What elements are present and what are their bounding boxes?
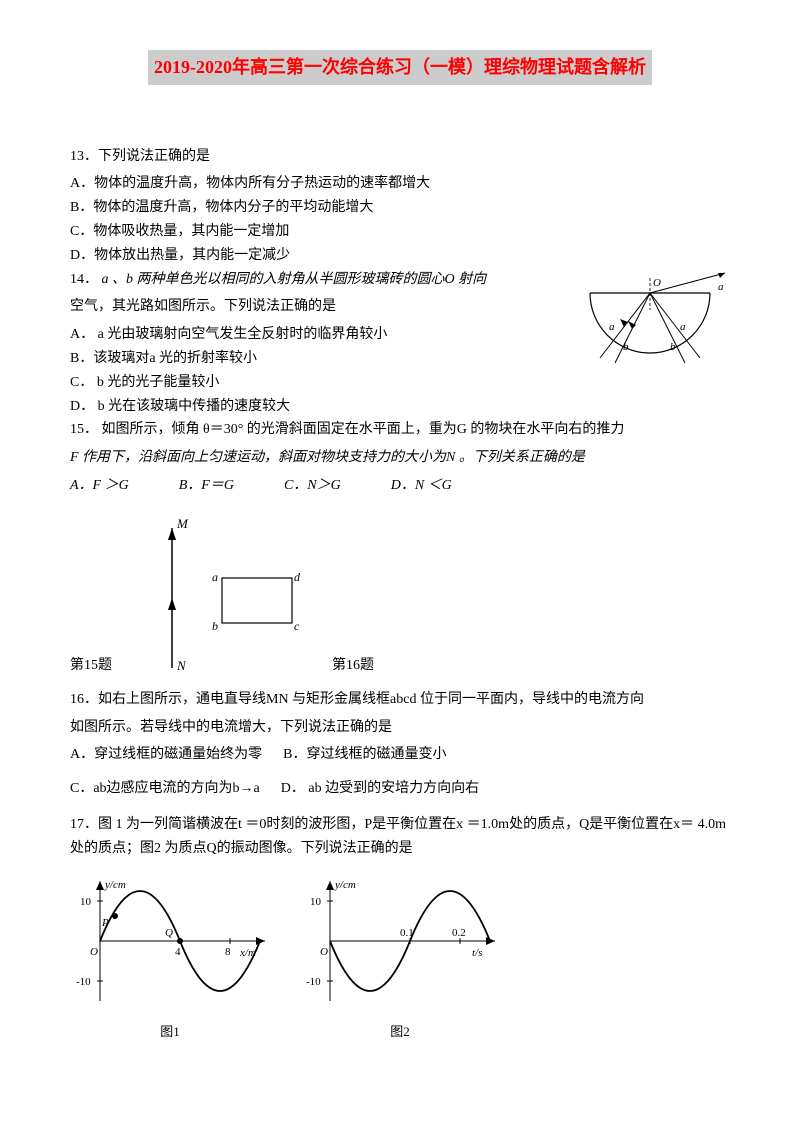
label-Q: Q <box>165 927 173 939</box>
q15-stem1-text: 如图所示，倾角 θ＝30° 的光滑斜面固定在水平面上，重为G 的物块在水平向右的… <box>98 422 624 437</box>
q15-option-b: B．F＝G <box>179 474 234 498</box>
q14-stem-1: 14． a 、b 两种单色光以相同的入射角从半圆形玻璃砖的圆心O 射向 <box>70 268 560 292</box>
label-N: N <box>176 658 187 673</box>
q14-stem-2: 空气，其光路如图所示。下列说法正确的是 <box>70 295 560 319</box>
xlabel1: x/m <box>239 947 256 959</box>
label-O: O <box>653 277 661 289</box>
q16-option-c: C．ab边感应电流的方向为b→a <box>70 781 260 796</box>
xtick02: 0.2 <box>452 927 466 939</box>
q15-option-a: A．F ＞G <box>70 474 129 498</box>
q15-option-d: D．N ＜G <box>391 474 452 498</box>
q16-option-b: B．穿过线框的磁通量变小 <box>283 747 446 762</box>
O1: O <box>90 946 98 958</box>
q13-option-a: A．物体的温度升高，物体内所有分子热运动的速率都增大 <box>70 172 730 196</box>
q14-option-a: A． a 光由玻璃射向空气发生全反射时的临界角较小 <box>70 323 560 347</box>
q15-option-c: C．N＞G <box>284 474 341 498</box>
q16-options-row2: C．ab边感应电流的方向为b→a D． ab 边受到的安培力方向向右 <box>70 777 730 801</box>
label-a-refl: a <box>680 321 686 333</box>
q15-16-diagrams: 第15题 M N a b c d 第16题 <box>70 508 730 678</box>
q16-stem-2: 如图所示。若导线中的电流增大，下列说法正确的是 <box>70 716 730 740</box>
ylabel2: y/cm <box>334 879 356 891</box>
xtick8: 8 <box>225 946 231 958</box>
ytick-10: 10 <box>80 896 92 908</box>
q16-option-d: D． ab 边受到的安培力方向向右 <box>281 781 479 796</box>
q15-stem2-text: F 作用下，沿斜面向上匀速运动，斜面对物块支持力的大小为N 。下列关系正确的是 <box>70 450 585 465</box>
q14-option-b: B．该玻璃对a 光的折射率较小 <box>70 347 560 371</box>
q17-fig1: 10 -10 y/cm x/m O 4 8 P Q 图1 <box>70 871 270 1044</box>
q14-diagram: O a b a a b <box>570 268 730 368</box>
O2: O <box>320 946 328 958</box>
q15-num: 15． <box>70 422 98 437</box>
label-q15: 第15题 <box>70 654 112 678</box>
q13-option-d: D．物体放出热量，其内能一定减少 <box>70 244 730 268</box>
ytick-10b: 10 <box>310 896 322 908</box>
q17-chart2: 10 -10 y/cm t/s O 0.1 0.2 <box>300 871 500 1011</box>
ylabel1: y/cm <box>104 879 126 891</box>
xlabel2: t/s <box>472 947 482 959</box>
q13-stem: 13．下列说法正确的是 <box>70 145 730 169</box>
page-title: 2019-2020年高三第一次综合练习（一模）理综物理试题含解析 <box>148 50 652 85</box>
xtick4: 4 <box>175 946 181 958</box>
label-a-out: a <box>718 281 724 293</box>
fig1-label: 图1 <box>70 1021 270 1043</box>
label-d: d <box>294 570 301 584</box>
q17-stem-text: 图 1 为一列简谐横波在t ＝0时刻的波形图，P是平衡位置在x ＝1.0m处的质… <box>70 817 726 856</box>
q17-chart1: 10 -10 y/cm x/m O 4 8 P Q <box>70 871 270 1011</box>
label-P: P <box>101 917 109 929</box>
q14-option-d: D． b 光在该玻璃中传播的速度较大 <box>70 395 560 419</box>
q15-options: A．F ＞G B．F＝G C．N＞G D．N ＜G <box>70 474 730 498</box>
q16-diagram: M N a b c d <box>122 508 322 678</box>
ytick--10b: -10 <box>306 976 321 988</box>
q13-option-c: C．物体吸收热量，其内能一定增加 <box>70 220 730 244</box>
q14-block: 14． a 、b 两种单色光以相同的入射角从半圆形玻璃砖的圆心O 射向 空气，其… <box>70 268 730 419</box>
q16-stem-1: 16．如右上图所示，通电直导线MN 与矩形金属线框abcd 位于同一平面内，导线… <box>70 688 730 712</box>
title-container: 2019-2020年高三第一次综合练习（一模）理综物理试题含解析 <box>70 50 730 115</box>
label-a-in: a <box>609 321 615 333</box>
q17-stem: 17．图 1 为一列简谐横波在t ＝0时刻的波形图，P是平衡位置在x ＝1.0m… <box>70 813 730 861</box>
q17-num: 17． <box>70 817 98 832</box>
label-b-in: b <box>623 341 629 353</box>
q13-stem-text: 下列说法正确的是 <box>98 149 210 164</box>
label-a: a <box>212 570 218 584</box>
q14-stem1-text: a 、b 两种单色光以相同的入射角从半圆形玻璃砖的圆心O 射向 <box>98 272 486 287</box>
label-M: M <box>176 516 189 531</box>
label-b-refl: b <box>670 341 676 353</box>
q16-stem1-text: 如右上图所示，通电直导线MN 与矩形金属线框abcd 位于同一平面内，导线中的电… <box>98 692 644 707</box>
q15-stem-2: F 作用下，沿斜面向上匀速运动，斜面对物块支持力的大小为N 。下列关系正确的是 <box>70 446 730 470</box>
xtick01: 0.1 <box>400 927 414 939</box>
label-q16: 第16题 <box>332 654 374 678</box>
q17-fig2: 10 -10 y/cm t/s O 0.1 0.2 图2 <box>300 871 500 1044</box>
ytick--10: -10 <box>76 976 91 988</box>
q16-options-row1: A．穿过线框的磁通量始终为零 B．穿过线框的磁通量变小 <box>70 743 730 767</box>
q16-option-a: A．穿过线框的磁通量始终为零 <box>70 747 262 762</box>
label-b: b <box>212 619 218 633</box>
q15-stem-1: 15． 如图所示，倾角 θ＝30° 的光滑斜面固定在水平面上，重为G 的物块在水… <box>70 418 730 442</box>
fig2-label: 图2 <box>300 1021 500 1043</box>
q13-option-b: B．物体的温度升高，物体内分子的平均动能增大 <box>70 196 730 220</box>
q16-num: 16． <box>70 692 98 707</box>
q17-figures: 10 -10 y/cm x/m O 4 8 P Q 图1 10 -10 y <box>70 871 730 1044</box>
q13-num: 13． <box>70 149 98 164</box>
q14-num: 14． <box>70 272 98 287</box>
q14-option-c: C． b 光的光子能量较小 <box>70 371 560 395</box>
label-c: c <box>294 619 300 633</box>
